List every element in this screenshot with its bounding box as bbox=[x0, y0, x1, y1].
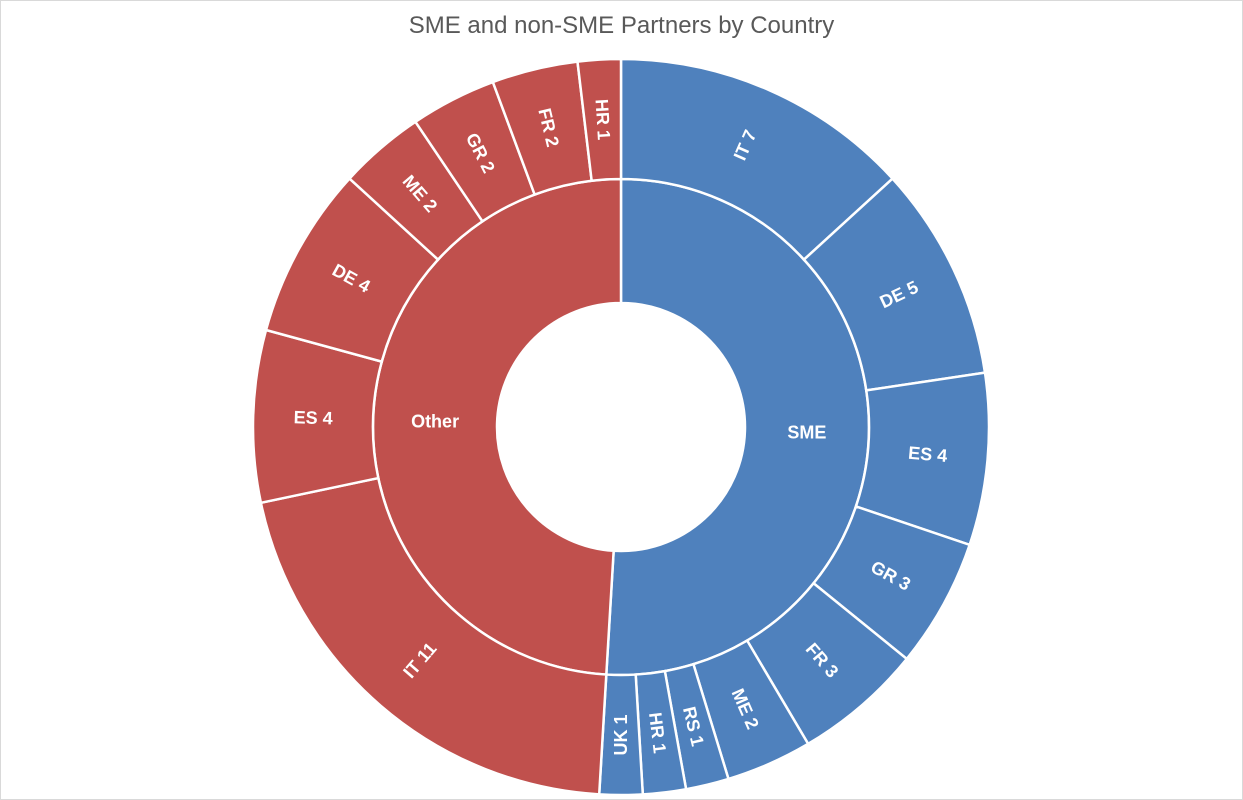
sunburst-label-other: Other bbox=[411, 411, 459, 431]
sunburst-label-other-hr: HR 1 bbox=[592, 98, 614, 140]
sunburst-label-sme: SME bbox=[787, 423, 826, 443]
sunburst-label-sme-es: ES 4 bbox=[907, 443, 948, 466]
sunburst-label-other-es: ES 4 bbox=[293, 407, 333, 428]
sunburst-outer-other-it bbox=[259, 476, 608, 796]
sunburst-label-sme-uk: UK 1 bbox=[611, 714, 631, 755]
sunburst-label-sme-hr: HR 1 bbox=[645, 711, 670, 754]
sunburst-outer-other-hr bbox=[576, 57, 623, 183]
chart-title: SME and non-SME Partners by Country bbox=[408, 12, 835, 39]
